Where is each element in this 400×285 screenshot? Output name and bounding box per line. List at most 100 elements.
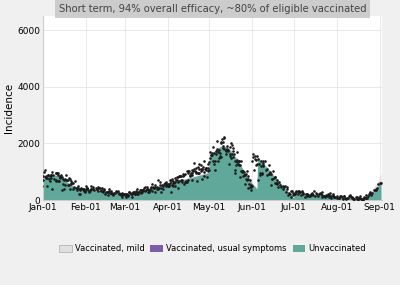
Point	[57, 174, 64, 179]
Point	[194, 179, 200, 183]
Point	[98, 188, 104, 193]
Point	[272, 175, 278, 180]
Point	[272, 180, 278, 185]
Point	[287, 191, 293, 196]
Point	[305, 192, 312, 197]
Point	[258, 159, 264, 163]
Point	[172, 184, 178, 188]
Point	[298, 192, 304, 197]
Point	[63, 172, 69, 177]
Point	[329, 192, 336, 197]
Point	[129, 192, 135, 196]
Point	[84, 185, 90, 190]
Point	[362, 196, 368, 201]
Point	[187, 173, 193, 178]
Point	[135, 190, 142, 195]
Point	[100, 189, 106, 194]
Point	[260, 162, 266, 167]
Point	[199, 168, 206, 172]
Point	[258, 172, 265, 177]
Point	[176, 179, 182, 184]
Point	[66, 176, 72, 180]
Point	[324, 194, 330, 198]
Point	[177, 174, 184, 178]
Point	[149, 189, 156, 194]
Point	[118, 193, 125, 197]
Point	[343, 197, 349, 201]
Point	[196, 171, 203, 176]
Point	[272, 175, 278, 180]
Point	[43, 184, 50, 188]
Point	[244, 178, 250, 182]
Point	[342, 196, 348, 200]
Point	[269, 177, 275, 182]
Point	[344, 196, 350, 200]
Point	[163, 180, 169, 185]
Point	[78, 187, 85, 192]
Y-axis label: Incidence: Incidence	[4, 83, 14, 133]
Point	[331, 195, 337, 199]
Point	[136, 189, 142, 194]
Point	[94, 187, 100, 191]
Point	[222, 149, 229, 154]
Point	[331, 195, 337, 200]
Point	[73, 186, 79, 190]
Point	[164, 182, 170, 186]
Point	[351, 197, 357, 201]
Point	[50, 173, 57, 178]
Point	[40, 174, 46, 178]
Point	[254, 178, 261, 182]
Point	[64, 178, 70, 182]
Point	[109, 191, 116, 196]
Point	[310, 189, 317, 194]
Point	[203, 167, 209, 172]
Point	[260, 163, 266, 168]
Point	[108, 190, 114, 195]
Point	[180, 172, 186, 177]
Point	[131, 190, 137, 194]
Point	[203, 166, 210, 170]
Point	[195, 171, 201, 175]
Point	[70, 187, 76, 192]
Point	[267, 170, 274, 174]
Point	[350, 195, 356, 200]
Point	[185, 171, 191, 176]
Point	[83, 187, 89, 192]
Point	[135, 192, 141, 196]
Point	[229, 143, 235, 147]
Point	[226, 152, 233, 156]
Point	[73, 188, 80, 192]
Point	[175, 186, 181, 190]
Point	[189, 173, 195, 178]
Point	[326, 191, 333, 196]
Point	[284, 185, 290, 190]
Point	[209, 153, 216, 157]
Point	[363, 196, 370, 200]
Point	[171, 180, 178, 185]
Point	[166, 181, 173, 186]
Point	[348, 194, 354, 199]
Point	[224, 148, 231, 152]
Point	[234, 157, 241, 162]
Point	[339, 194, 346, 199]
Point	[359, 198, 366, 202]
Point	[68, 181, 75, 186]
Point	[47, 179, 53, 183]
Point	[367, 190, 374, 195]
Point	[354, 195, 360, 199]
Point	[146, 190, 152, 194]
Point	[180, 173, 186, 178]
Point	[166, 183, 172, 188]
Point	[366, 190, 373, 195]
Point	[196, 162, 203, 167]
Point	[55, 179, 62, 184]
Point	[312, 194, 318, 198]
Point	[245, 182, 252, 186]
Point	[118, 192, 124, 196]
Point	[62, 177, 69, 181]
Point	[129, 190, 136, 195]
Point	[177, 174, 183, 179]
Point	[321, 194, 328, 199]
Point	[259, 161, 266, 166]
Point	[170, 181, 176, 186]
